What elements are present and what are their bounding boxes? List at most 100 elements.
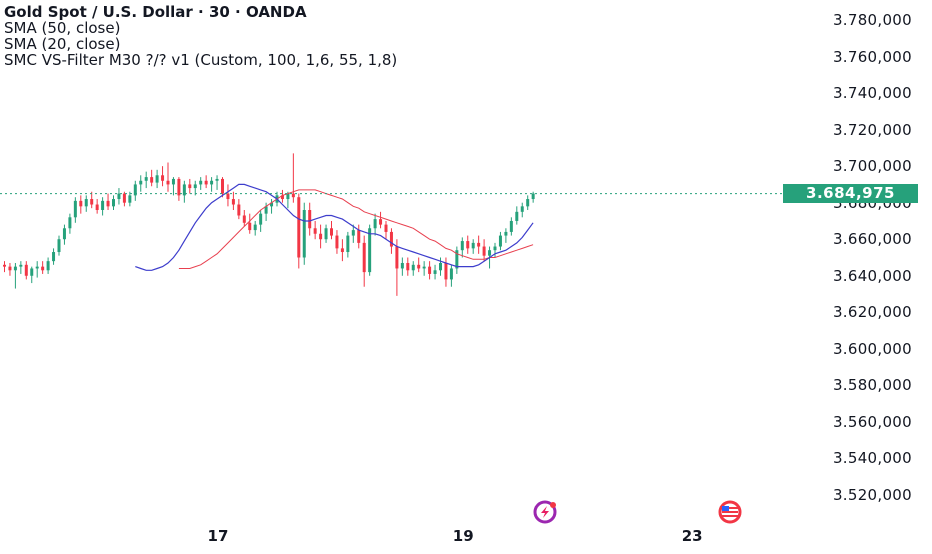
- candle-body[interactable]: [161, 175, 165, 181]
- candle-body[interactable]: [73, 200, 77, 218]
- candle-body[interactable]: [335, 235, 339, 249]
- candle-body[interactable]: [259, 213, 263, 225]
- candle-body[interactable]: [319, 233, 323, 240]
- candle-body[interactable]: [204, 180, 208, 185]
- candle-body[interactable]: [41, 266, 45, 271]
- candle-body[interactable]: [253, 224, 257, 231]
- candle-body[interactable]: [221, 178, 224, 194]
- candle-body[interactable]: [373, 219, 377, 229]
- candle-body[interactable]: [520, 206, 524, 212]
- candle-body[interactable]: [155, 175, 159, 183]
- candle-body[interactable]: [210, 180, 214, 185]
- candle-body[interactable]: [313, 228, 317, 234]
- candle-body[interactable]: [101, 200, 105, 210]
- candle-body[interactable]: [226, 193, 230, 200]
- candle-body[interactable]: [3, 264, 6, 267]
- candle-body[interactable]: [95, 204, 99, 210]
- candle-body[interactable]: [368, 228, 372, 273]
- candle-body[interactable]: [379, 219, 383, 225]
- candle-body[interactable]: [351, 230, 355, 236]
- candle-body[interactable]: [248, 222, 252, 231]
- candle-body[interactable]: [150, 177, 154, 183]
- lightning-logo-icon[interactable]: [533, 500, 557, 524]
- candle-body[interactable]: [30, 268, 34, 276]
- candle-body[interactable]: [182, 184, 186, 196]
- candle-body[interactable]: [237, 204, 241, 216]
- candle-body[interactable]: [13, 266, 17, 271]
- candle-body[interactable]: [215, 178, 219, 181]
- candle-body[interactable]: [466, 241, 470, 249]
- candle-body[interactable]: [439, 262, 442, 271]
- candle-body[interactable]: [117, 193, 121, 200]
- candle-body[interactable]: [395, 246, 399, 269]
- candle-body[interactable]: [477, 242, 481, 247]
- candle-body[interactable]: [177, 178, 181, 196]
- indicator-smc-filter[interactable]: SMC VS-Filter M30 ?/? v1 (Custom, 100, 1…: [4, 51, 398, 69]
- candle-body[interactable]: [199, 180, 203, 185]
- candle-body[interactable]: [193, 184, 197, 189]
- candle-body[interactable]: [455, 250, 459, 269]
- candle-body[interactable]: [270, 202, 274, 207]
- candle-body[interactable]: [122, 193, 126, 203]
- candle-body[interactable]: [297, 197, 301, 258]
- candle-body[interactable]: [128, 195, 132, 203]
- candle-body[interactable]: [417, 264, 421, 269]
- candle-body[interactable]: [52, 252, 56, 262]
- candle-body[interactable]: [471, 242, 475, 249]
- candle-body[interactable]: [144, 177, 148, 181]
- candle-body[interactable]: [46, 261, 50, 271]
- candle-body[interactable]: [171, 178, 175, 185]
- us-flag-icon[interactable]: [718, 500, 742, 524]
- candle-body[interactable]: [346, 235, 350, 253]
- candle-body[interactable]: [433, 270, 437, 274]
- candle-body[interactable]: [57, 239, 61, 253]
- candle-body[interactable]: [362, 242, 366, 273]
- candle-body[interactable]: [79, 200, 83, 207]
- indicator-sma-20[interactable]: SMA (20, close): [4, 35, 121, 53]
- candle-body[interactable]: [493, 246, 497, 251]
- candle-body[interactable]: [460, 241, 464, 251]
- candle-body[interactable]: [384, 224, 388, 232]
- candle-body[interactable]: [286, 193, 290, 200]
- candle-body[interactable]: [188, 184, 192, 189]
- candle-body[interactable]: [531, 193, 535, 200]
- candle-body[interactable]: [504, 231, 508, 236]
- candle-body[interactable]: [444, 262, 448, 280]
- candle-body[interactable]: [264, 206, 268, 214]
- candle-body[interactable]: [324, 228, 328, 240]
- symbol-title[interactable]: Gold Spot / U.S. Dollar · 30 · OANDA: [4, 3, 307, 21]
- indicator-sma-50[interactable]: SMA (50, close): [4, 19, 121, 37]
- candle-body[interactable]: [389, 231, 393, 247]
- candle-body[interactable]: [308, 210, 312, 229]
- candle-body[interactable]: [24, 264, 28, 276]
- candle-body[interactable]: [35, 266, 39, 269]
- candle-body[interactable]: [330, 228, 333, 236]
- candle-body[interactable]: [302, 210, 306, 258]
- candle-body[interactable]: [280, 195, 284, 200]
- candle-body[interactable]: [411, 264, 415, 271]
- candle-body[interactable]: [340, 248, 344, 253]
- candle-body[interactable]: [90, 199, 94, 205]
- candle-body[interactable]: [526, 199, 530, 207]
- candle-body[interactable]: [357, 230, 361, 243]
- candle-body[interactable]: [406, 262, 410, 271]
- candle-body[interactable]: [166, 180, 170, 185]
- candle-body[interactable]: [400, 262, 404, 269]
- candle-body[interactable]: [231, 199, 235, 205]
- candle-body[interactable]: [515, 211, 519, 221]
- candle-body[interactable]: [488, 250, 492, 256]
- candle-body[interactable]: [133, 184, 137, 196]
- candle-body[interactable]: [62, 228, 66, 240]
- candle-body[interactable]: [139, 180, 143, 185]
- candle-body[interactable]: [428, 266, 432, 274]
- candle-body[interactable]: [84, 199, 88, 207]
- candle-body[interactable]: [68, 217, 72, 229]
- candle-body[interactable]: [112, 199, 115, 207]
- candle-body[interactable]: [242, 215, 246, 223]
- candle-body[interactable]: [19, 264, 23, 267]
- candle-body[interactable]: [509, 220, 513, 232]
- candle-body[interactable]: [291, 193, 295, 198]
- candle-body[interactable]: [106, 200, 110, 207]
